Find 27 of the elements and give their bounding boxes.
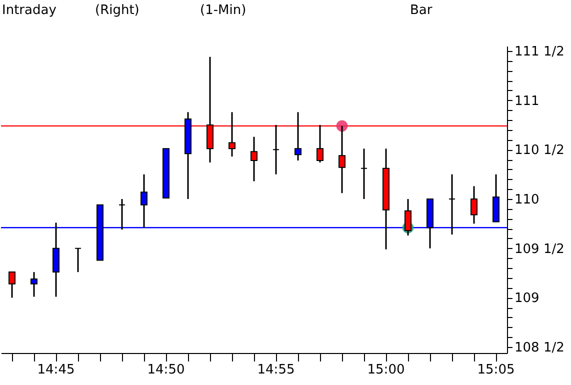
- candlestick: [118, 198, 126, 230]
- y-tick-label: 109 1/2: [514, 242, 564, 257]
- text: (1-Min): [200, 3, 246, 18]
- candlestick: [338, 125, 346, 194]
- candlestick: [448, 174, 456, 236]
- candlestick: [74, 248, 82, 273]
- y-tick-label: 110 1/2: [514, 143, 564, 158]
- x-tick-label: 14:45: [37, 362, 75, 378]
- candlestick: [360, 148, 368, 200]
- y-tick-label: 109: [514, 291, 540, 306]
- candlestick: [30, 271, 38, 298]
- chart-title: Intraday: [2, 3, 56, 18]
- x-tick-label: 15:05: [477, 362, 515, 378]
- candlestick: [8, 271, 16, 298]
- y-tick-label: 111: [514, 94, 540, 109]
- y-tick-label: 111 1/2: [514, 44, 564, 60]
- x-tick-label: 14:55: [257, 362, 295, 378]
- x-tick-label: 14:50: [147, 362, 185, 378]
- candlestick: [272, 124, 280, 176]
- candlestick: [470, 185, 478, 224]
- x-tick-label: 15:00: [367, 362, 405, 378]
- y-tick-label: 108 1/2: [514, 340, 564, 356]
- text: (Right): [95, 3, 140, 18]
- y-tick-label: 110: [514, 192, 540, 208]
- candlestick: [250, 136, 258, 182]
- text: Bar: [410, 3, 432, 18]
- candlestick: [294, 111, 302, 162]
